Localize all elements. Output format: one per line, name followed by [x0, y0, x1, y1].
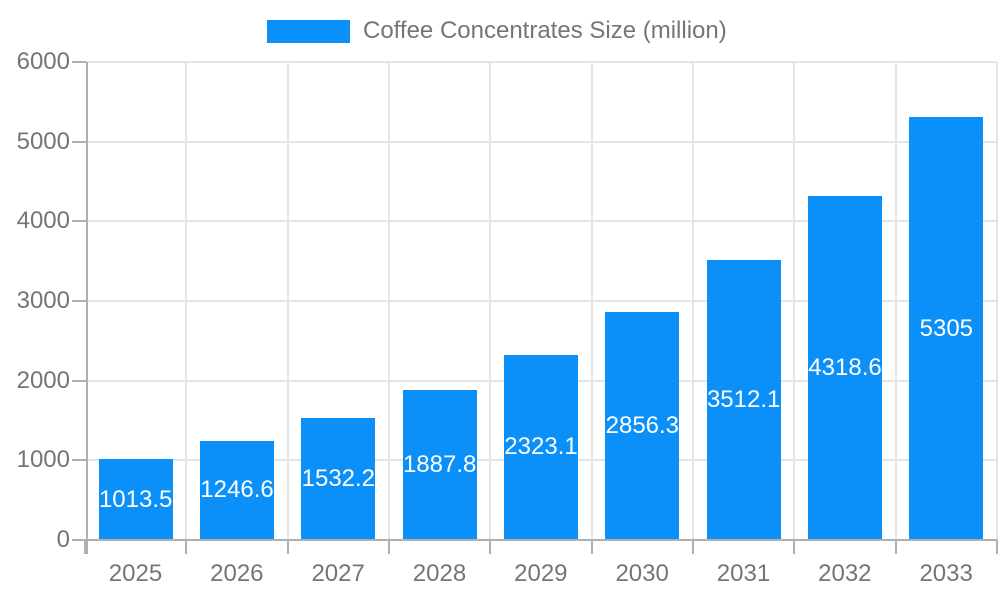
- bar-value-label-2025: 1013.5: [98, 485, 173, 513]
- bar-value-label-2033: 5305: [919, 314, 974, 342]
- bar-2030[interactable]: [605, 312, 680, 540]
- v-gridline: [996, 62, 998, 540]
- bar-value-label-2029: 2323.1: [504, 433, 578, 461]
- bar-value-label-2027: 1532.2: [301, 464, 376, 492]
- h-gridline-5000: [85, 140, 997, 143]
- v-gridline: [185, 62, 188, 540]
- x-axis-label-2026: 2026: [210, 560, 264, 587]
- y-tick-4000: [72, 220, 86, 223]
- bar-value-label-2032: 4318.6: [808, 353, 882, 381]
- x-axis-label-2029: 2029: [514, 560, 568, 587]
- y-axis-label-0: 0: [56, 526, 70, 553]
- y-axis-label-3000: 3000: [16, 287, 70, 314]
- y-tick-2000: [72, 379, 86, 382]
- x-axis-line: [85, 539, 997, 541]
- bar-2027[interactable]: [301, 417, 376, 540]
- v-gridline: [793, 62, 796, 540]
- y-axis-label-2000: 2000: [16, 366, 70, 394]
- x-tick: [590, 540, 593, 554]
- h-gridline-6000: [85, 61, 997, 63]
- x-tick: [793, 540, 796, 554]
- v-gridline: [489, 62, 492, 540]
- bar-2033[interactable]: [909, 117, 984, 540]
- y-axis-label-4000: 4000: [16, 207, 70, 235]
- v-gridline: [692, 62, 694, 540]
- chart-legend[interactable]: Coffee Concentrates Size (million): [267, 17, 727, 45]
- bar-value-label-2030: 2856.3: [605, 412, 680, 440]
- x-axis-label-2031: 2031: [716, 560, 771, 587]
- x-axis-label-2032: 2032: [818, 560, 872, 587]
- y-tick-5000: [72, 140, 86, 143]
- x-axis-label-2027: 2027: [311, 560, 365, 587]
- x-tick: [388, 540, 390, 554]
- v-gridline: [286, 62, 289, 540]
- y-axis-line: [86, 62, 88, 554]
- bar-2029[interactable]: [504, 354, 578, 540]
- y-axis-label-1000: 1000: [16, 446, 70, 474]
- v-gridline: [388, 62, 390, 540]
- x-tick: [84, 540, 86, 554]
- bar-2031[interactable]: [706, 260, 781, 540]
- legend-swatch-icon: [267, 19, 350, 43]
- y-tick-1000: [72, 459, 86, 462]
- y-tick-6000: [72, 61, 86, 63]
- v-gridline: [894, 62, 897, 540]
- y-tick-0: [72, 539, 86, 541]
- x-tick: [185, 540, 188, 554]
- x-axis-label-2030: 2030: [615, 560, 669, 587]
- bar-2032[interactable]: [808, 195, 882, 540]
- bar-value-label-2028: 1887.8: [402, 450, 477, 478]
- v-gridline: [590, 62, 593, 540]
- y-axis-label-6000: 6000: [16, 48, 70, 75]
- bar-2025[interactable]: [98, 459, 173, 540]
- x-tick: [996, 540, 998, 554]
- x-tick: [489, 540, 492, 554]
- x-tick: [286, 540, 289, 554]
- y-axis-label-5000: 5000: [16, 127, 70, 155]
- bar-value-label-2026: 1246.6: [200, 476, 274, 504]
- x-axis-label-2025: 2025: [108, 560, 163, 587]
- legend-label: Coffee Concentrates Size (million): [363, 17, 727, 44]
- x-axis-label-2033: 2033: [919, 560, 973, 587]
- bar-2026[interactable]: [200, 440, 274, 540]
- y-tick-3000: [72, 300, 86, 302]
- h-gridline-3000: [85, 300, 997, 302]
- h-gridline-4000: [85, 220, 997, 223]
- x-tick: [692, 540, 694, 554]
- x-axis-label-2028: 2028: [412, 560, 467, 587]
- bar-value-label-2031: 3512.1: [706, 386, 781, 414]
- x-tick: [894, 540, 897, 554]
- bar-2028[interactable]: [402, 389, 477, 540]
